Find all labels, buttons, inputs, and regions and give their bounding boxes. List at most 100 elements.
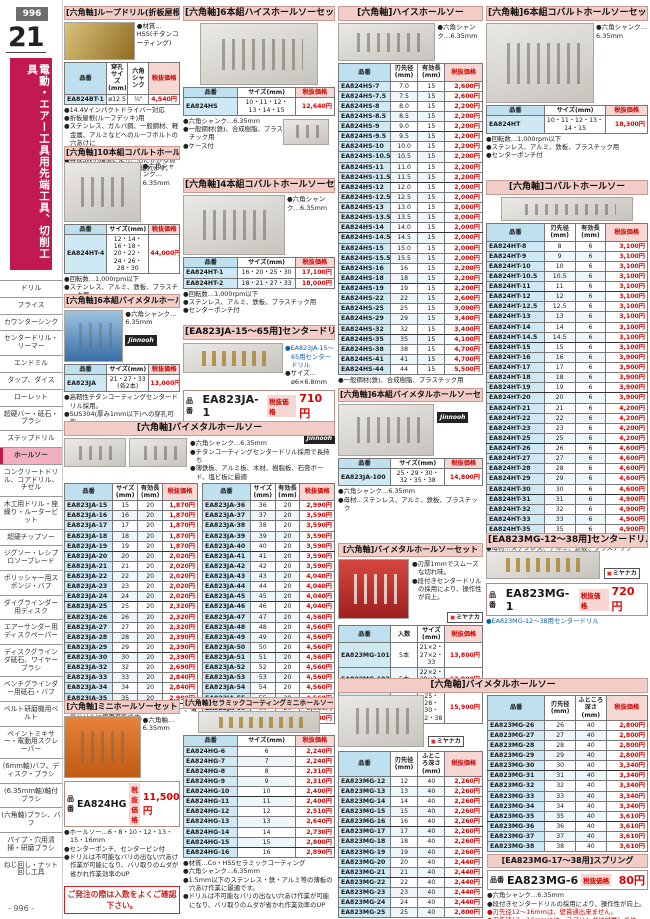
part-number-cell: EA823MG-22 <box>338 876 391 889</box>
column-header: 刃先径(mm) <box>544 695 576 721</box>
value-cell: 14.5 <box>389 232 419 244</box>
product-image <box>338 23 436 62</box>
price-cell: 4,560円 <box>299 631 335 643</box>
price-cell: 2,990円 <box>299 500 335 512</box>
table-row: EA824HS-14 14.0 15 2,000円 <box>338 222 483 234</box>
sidebar-item[interactable]: タップ、ダイス <box>0 371 62 389</box>
value-cell: 40 <box>417 907 446 919</box>
price-cell: 1,870円 <box>162 500 198 512</box>
sidebar-item[interactable]: (6mm軸)バフ、ディスク・ブラシ <box>0 758 62 783</box>
table-row: EA823JA-42 42 20 3,590円 <box>202 560 335 573</box>
price-cell: 3,590円 <box>299 560 335 573</box>
feature-bullets: ●材質…Co・HSSセラミックコーティング ●六角シャンク…6.35mm ●1.5m… <box>183 859 335 909</box>
sidebar-item[interactable]: ねじ回し・ナット回し工具 <box>0 856 62 882</box>
product-table: 品番 穿孔サイズ(mm) 六角シャンク 税抜価格 EA824BT-1 ø12.5 ¼" 4,5… <box>63 62 180 105</box>
table-row: EA824HS-25 25 15 3,000円 <box>338 303 483 315</box>
sidebar-item[interactable]: ドリル <box>0 280 62 297</box>
price-cell: 2,440円 <box>444 856 483 868</box>
sidebar-item[interactable]: フライス <box>0 296 62 314</box>
price-cell: 13,800円 <box>444 642 483 668</box>
bullet-item: ●材質…Co・HSSセラミックコーティング <box>183 858 306 867</box>
value-cell: 6 <box>574 372 607 384</box>
feature-bullets: ●ホールソー…6・8・10・12・13・15・16mm ●センターポンチ、センター… <box>64 828 180 878</box>
value-cell: 33 <box>544 790 576 802</box>
price-cell: 4,200円 <box>605 412 648 424</box>
section-title: [六角軸]6本組バイメタルホールソーセット <box>64 294 180 308</box>
sidebar-item[interactable]: 超硬チップソー <box>0 528 62 546</box>
price-cell: 3,900円 <box>605 372 648 384</box>
table-row: EA824HT-15 15 6 3,100円 <box>486 341 648 353</box>
value-cell: 20 <box>137 540 164 552</box>
sidebar-item[interactable]: ローレット <box>0 388 62 406</box>
sidebar-item[interactable]: ステップドリル <box>0 430 62 447</box>
price-cell: 3,900円 <box>605 392 648 404</box>
value-cell: 32 <box>389 323 419 335</box>
value-cell: 20 <box>137 621 164 633</box>
price-cell: 3,100円 <box>605 331 648 343</box>
price-cell: 1,870円 <box>162 520 198 532</box>
sidebar-item[interactable]: ベルト研磨機用ベルト <box>0 701 62 726</box>
sidebar-item[interactable]: ダイグラインダー用ディスク <box>0 594 62 620</box>
sidebar-item[interactable]: 超硬バー・砥石・ブラシ <box>0 405 62 431</box>
column-header: サイズ(mm) <box>237 735 296 747</box>
price-cell: 2,690円 <box>162 662 198 674</box>
sidebar-item[interactable]: (六角軸)ブラシ、バフ <box>0 807 62 832</box>
sidebar-item[interactable]: ジグソー・レシプロソーブレード <box>0 545 62 570</box>
table-row: EA823MG-12 12 40 2,260円 <box>338 775 483 787</box>
value-cell: 40 <box>575 780 607 792</box>
price-cell: 3,610円 <box>605 820 649 833</box>
column-header: 品番 <box>182 87 239 99</box>
part-number-cell: EA824HS-32 <box>338 323 391 335</box>
sidebar-item[interactable]: パイプ・穴用清掃・研磨ブラシ <box>0 831 62 857</box>
sidebar-item[interactable]: コンクリートドリル、コアドリル、チゼル <box>0 463 62 496</box>
table-row: EA823JA-47 47 20 4,560円 <box>202 611 335 623</box>
sidebar-item[interactable]: 木工用ドリル・座繰り・ルータービット <box>0 496 62 528</box>
sidebar-item[interactable]: ディスクグラインダ砥石、ワイヤーブラシ <box>0 643 62 676</box>
part-number-cell: EA823JA-17 <box>63 520 114 532</box>
part-number-cell: EA823JA-50 <box>202 641 251 654</box>
table-row: EA824HT 10・11・12・13・14・15 18,300円 <box>486 115 648 134</box>
value-cell: 40 <box>575 810 607 822</box>
sidebar-item[interactable]: エアーサンダー用ディスクペーパー <box>0 619 62 644</box>
product-line: 品番 EA823MG-1 税抜価格 720円 <box>486 583 648 617</box>
sidebar-item[interactable]: センタードリル・リーマー <box>0 330 62 355</box>
value-cell: 15 <box>417 161 446 173</box>
value-cell: 11.0 <box>389 161 419 173</box>
value-cell: 14 <box>543 321 576 333</box>
price-cell: 2,440円 <box>444 876 483 889</box>
bullet-item: ●六角シャンク…6.35mm <box>190 439 267 448</box>
table-row: EA824HT-2 18・21・27・33 18,000円 <box>182 277 336 289</box>
value-cell: 15 <box>417 343 446 355</box>
value-cell: 6 <box>574 453 607 465</box>
price-cell: 2,020円 <box>162 591 198 603</box>
sidebar-item[interactable]: ペイントミキサー・電動用スクレーパー <box>0 725 62 758</box>
price-cell: 2,000円 <box>444 201 483 214</box>
part-number-cell: EA823MG-19 <box>338 846 391 858</box>
section-hss-holesaw: [六角軸]ハイスホールソー ●六角シャンク…6.35mm 品番 刃先径(mm) 有効… <box>338 6 483 384</box>
sidebar-item[interactable]: カウンターシンク <box>0 313 62 331</box>
sidebar-item[interactable]: ホールソー <box>0 446 62 464</box>
part-number-cell: EA824HS-12.5 <box>338 191 391 204</box>
value-cell: 23 <box>543 422 576 434</box>
value-cell: 21 <box>543 402 576 414</box>
part-number-cell: EA823JA-53 <box>202 672 251 684</box>
price-cell: 2,200円 <box>444 100 483 112</box>
value-cell: 40 <box>575 760 607 772</box>
sidebar-item[interactable]: (6.35mm軸)軸付ブラシ <box>0 782 62 808</box>
value-cell: 20 <box>137 560 164 573</box>
price-cell: 2,600円 <box>444 90 483 102</box>
table-header-row: 品番 穿孔サイズ(mm) 六角シャンク 税抜価格 <box>63 62 180 95</box>
part-number-cell: EA824HG-8 <box>182 765 239 777</box>
value-cell: 20 <box>137 682 164 694</box>
part-number-cell: EA824HT-30 <box>486 483 545 495</box>
value-cell: 15 <box>417 120 446 133</box>
value-cell: 17 <box>112 520 139 532</box>
sidebar-item[interactable]: ポリッシャー用スポンジ・バフ <box>0 570 62 595</box>
price-cell: 3,610円 <box>605 830 649 843</box>
sidebar-item[interactable]: ベンチグラインダー用砥石・バフ <box>0 676 62 701</box>
price-cell: 2,240円 <box>294 745 336 757</box>
part-number-cell: EA823MG-101 <box>338 642 391 668</box>
sidebar-item[interactable]: エンドミル <box>0 355 62 372</box>
table-row: EA823JA-19 19 20 1,870円 <box>63 540 198 552</box>
price-cell: 14,800円 <box>444 468 483 487</box>
